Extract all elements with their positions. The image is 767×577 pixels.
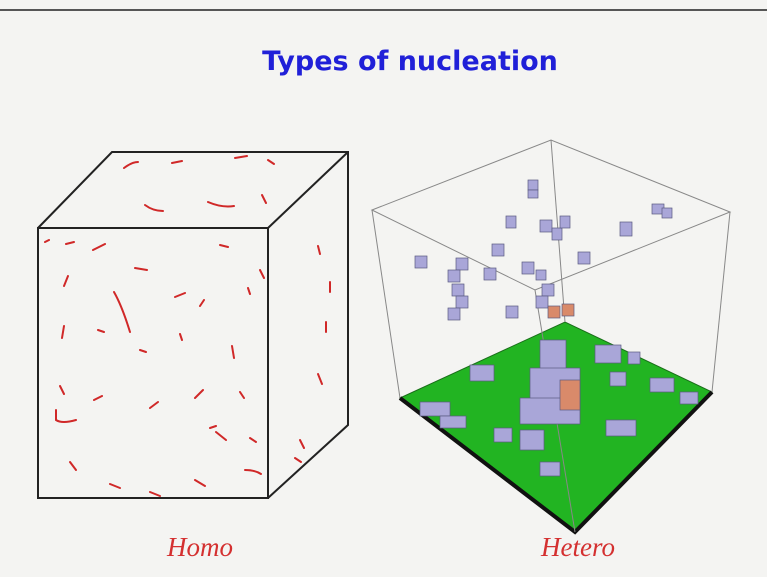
cluster-block: [528, 190, 538, 198]
cube-edge: [372, 210, 400, 398]
cluster-block: [528, 180, 538, 190]
homo-cube: [38, 152, 348, 498]
cluster-block: [560, 380, 580, 410]
cluster-block: [494, 428, 512, 442]
cluster-block: [680, 392, 698, 404]
page: {"header": {"title": "Types of nucleatio…: [0, 0, 767, 577]
cluster-block: [552, 228, 562, 240]
cluster-block: [540, 220, 552, 232]
cluster-block: [536, 296, 548, 308]
cluster-block: [506, 216, 516, 228]
cluster-block: [562, 304, 574, 316]
cluster-block: [610, 372, 626, 386]
cluster-block: [542, 284, 554, 296]
cluster-block: [522, 262, 534, 274]
cluster-block: [540, 462, 560, 476]
shape: [60, 282, 330, 408]
cluster-block: [540, 340, 566, 370]
cluster-block: [520, 430, 544, 450]
cluster-block: [470, 365, 494, 381]
cluster-block: [448, 308, 460, 320]
cluster-block: [560, 216, 570, 228]
cluster-block: [415, 256, 427, 268]
cluster-block: [420, 402, 450, 416]
shape: [56, 410, 304, 496]
cluster-block: [548, 306, 560, 318]
cluster-block: [456, 296, 468, 308]
cluster-block: [536, 270, 546, 280]
cube-back-edges: [38, 152, 348, 498]
cluster-block: [662, 208, 672, 218]
cluster-block: [650, 378, 674, 392]
slide-title: Types of nucleation: [262, 46, 558, 77]
cube-front: [38, 228, 268, 498]
slide: Types of nucleation: [0, 0, 767, 577]
shape: [45, 240, 320, 332]
nuclei-dashes: [45, 156, 330, 496]
cluster-block: [456, 258, 468, 270]
cube-edge: [268, 152, 348, 228]
shape: [124, 156, 274, 211]
cluster-block: [448, 270, 460, 282]
cluster-block: [506, 306, 518, 318]
cluster-block: [452, 284, 464, 296]
cluster-block: [595, 345, 621, 363]
figure-label: Hetero: [540, 532, 615, 562]
cube-edge: [712, 212, 730, 392]
cluster-block: [578, 252, 590, 264]
figure-label: Homo: [166, 532, 233, 562]
cluster-block: [606, 420, 636, 436]
cluster-block: [440, 416, 466, 428]
cluster-block: [620, 222, 632, 236]
cluster-block: [492, 244, 504, 256]
cluster-block: [484, 268, 496, 280]
cluster-block: [628, 352, 640, 364]
